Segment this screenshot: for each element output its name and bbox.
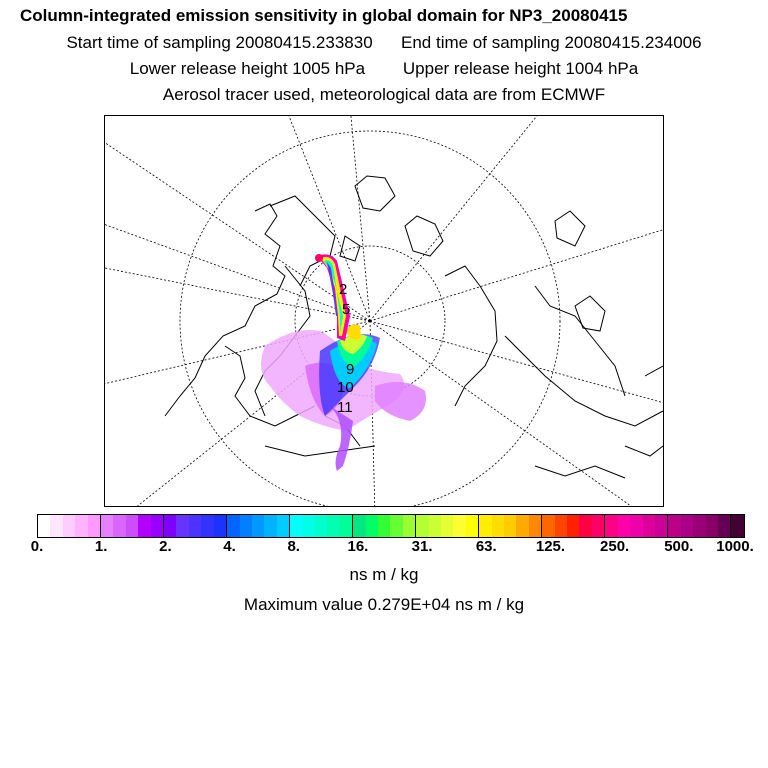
colorbar-swatch [642,515,655,537]
colorbar-swatch [365,515,378,537]
colorbar-swatch [415,515,429,537]
colorbar-swatch [428,515,441,537]
colorbar-swatch [289,515,303,537]
polar-map: 2 5 9 10 11 [105,116,663,506]
colorbar-swatch [100,515,114,537]
colorbar-swatch [617,515,631,537]
colorbar-swatch [453,515,466,537]
tracer-info: Aerosol tracer used, meteorological data… [162,85,606,104]
plume-label: 9 [346,361,354,378]
colorbar-swatch [150,515,164,537]
colorbar-tick-label: 63. [475,538,497,555]
colorbar-tick-label: 16. [347,538,369,555]
figure-title: Column-integrated emission sensitivity i… [20,6,628,25]
coastlines [164,175,663,479]
release-height-line: Lower release height 1005 hPa Upper rele… [0,59,768,79]
max-value-label: Maximum value 0.279E+04 ns m / kg [243,595,525,614]
plume-labels: 2 5 9 10 11 [337,281,354,416]
colorbar-swatch [528,515,542,537]
colorbar-swatch [491,515,505,537]
map-panel: 2 5 9 10 11 [104,115,664,507]
start-time-label: Start time of sampling 20080415.233830 [66,33,373,52]
colorbar-swatch [667,515,681,537]
colorbar-ticks: 0. 1. 2. 4. 8. 16. 31. 63. 125. 250. 500. 1000. [0,538,768,558]
lower-release-label: Lower release height 1005 hPa [129,59,366,78]
plume-label: 5 [342,301,350,318]
colorbar-swatch [163,515,177,537]
colorbar-swatch [693,515,706,537]
colorbar-unit: ns m / kg [349,565,419,584]
colorbar-swatch [327,515,340,537]
colorbar-swatch [339,515,353,537]
colorbar-swatch [579,515,592,537]
colorbar-swatch [541,515,555,537]
latitude-circles [179,130,561,506]
colorbar-swatch [465,515,479,537]
colorbar-tick-label: 250. [600,538,630,555]
colorbar-tick-label: 0. [30,538,44,555]
colorbar-swatch [591,515,605,537]
colorbar-swatch [276,515,290,537]
colorbar-swatch [630,515,643,537]
colorbar-swatch [138,515,151,537]
colorbar-swatch [567,515,580,537]
colorbar-swatch [705,515,718,537]
colorbar-swatch [125,515,139,537]
colorbar-tick-label: 8. [287,538,300,555]
colorbar-swatch [201,515,214,537]
colorbar-swatch [402,515,416,537]
colorbar-swatch [113,515,126,537]
colorbar-swatch [516,515,529,537]
colorbar-swatch [390,515,403,537]
colorbar-tick-label: 500. [664,538,694,555]
colorbar-swatch [239,515,252,537]
colorbar-tick-label: 2. [159,538,172,555]
colorbar-swatch [75,515,88,537]
colorbar-swatch [554,515,568,537]
colorbar-swatch [730,515,744,537]
colorbar-swatch [504,515,517,537]
sampling-time-line: Start time of sampling 20080415.233830 E… [0,33,768,53]
colorbar-swatch [50,515,63,537]
colorbar-tick-label: 125. [535,538,566,555]
end-time-label: End time of sampling 20080415.234006 [401,33,702,52]
colorbar-swatch [604,515,618,537]
plume-label: 10 [337,379,354,396]
colorbar-swatch [213,515,227,537]
colorbar-swatch [176,515,189,537]
colorbar-tick-label: 31. [411,538,433,555]
colorbar-tick-label: 1. [94,538,108,555]
colorbar-swatch [264,515,277,537]
colorbar-swatch [62,515,76,537]
colorbar [37,514,745,538]
colorbar-swatch [188,515,202,537]
colorbar-swatch [314,515,328,537]
upper-release-label: Upper release height 1004 hPa [402,59,639,78]
plume-label: 11 [337,399,353,416]
colorbar-swatch [441,515,454,537]
sensitivity-plume [261,254,426,471]
colorbar-tick-label: 1000. [716,538,754,555]
colorbar-swatch [377,515,391,537]
plume-label: 2 [339,281,347,298]
colorbar-swatch [654,515,668,537]
colorbar-tick-label: 4. [223,538,236,555]
colorbar-swatch [87,515,101,537]
colorbar-swatch [352,515,366,537]
colorbar-swatch [478,515,492,537]
colorbar-swatch [38,515,51,537]
colorbar-swatch [302,515,315,537]
colorbar-swatch [680,515,694,537]
meridian-lines [105,116,663,506]
colorbar-swatch [251,515,265,537]
colorbar-swatch [226,515,240,537]
colorbar-swatch [717,515,731,537]
